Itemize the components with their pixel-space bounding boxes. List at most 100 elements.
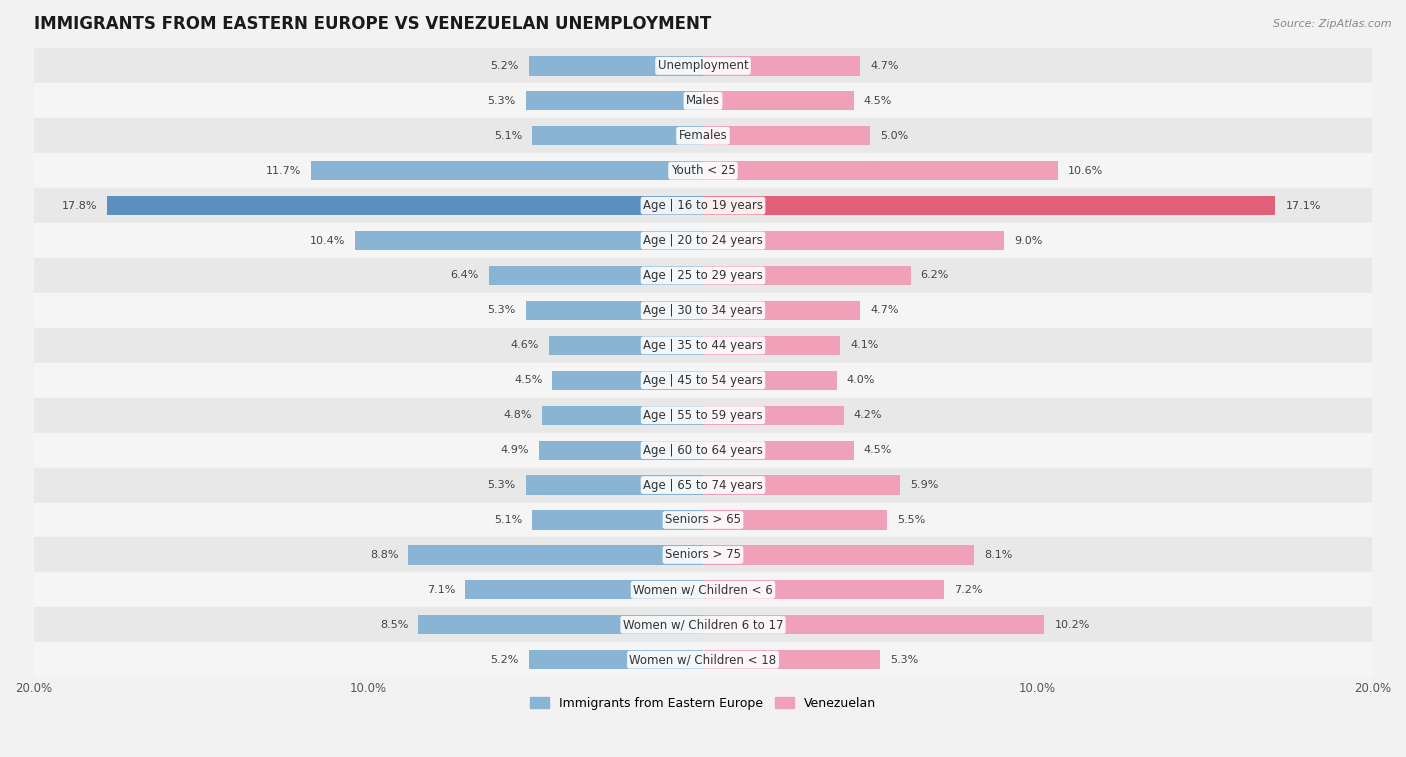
Bar [548, 336, 703, 355]
Text: 5.3%: 5.3% [488, 305, 516, 316]
Bar [703, 475, 900, 494]
Bar [526, 301, 703, 320]
Text: 5.0%: 5.0% [880, 131, 908, 141]
Text: 7.2%: 7.2% [955, 585, 983, 595]
Text: Age | 25 to 29 years: Age | 25 to 29 years [643, 269, 763, 282]
Text: 8.1%: 8.1% [984, 550, 1012, 560]
Bar [34, 397, 1372, 433]
Bar [34, 48, 1372, 83]
Bar [529, 650, 703, 669]
Bar [34, 83, 1372, 118]
Bar [34, 572, 1372, 607]
Text: 6.2%: 6.2% [921, 270, 949, 281]
Bar [419, 615, 703, 634]
Text: 5.3%: 5.3% [488, 480, 516, 490]
Bar [703, 650, 880, 669]
Text: Seniors > 75: Seniors > 75 [665, 548, 741, 562]
Bar [465, 580, 703, 600]
Bar [529, 56, 703, 76]
Bar [34, 607, 1372, 642]
Bar [533, 126, 703, 145]
Text: 4.7%: 4.7% [870, 305, 898, 316]
Text: 4.5%: 4.5% [515, 375, 543, 385]
Text: 5.5%: 5.5% [897, 515, 925, 525]
Text: Youth < 25: Youth < 25 [671, 164, 735, 177]
Bar [354, 231, 703, 250]
Text: Age | 65 to 74 years: Age | 65 to 74 years [643, 478, 763, 491]
Text: IMMIGRANTS FROM EASTERN EUROPE VS VENEZUELAN UNEMPLOYMENT: IMMIGRANTS FROM EASTERN EUROPE VS VENEZU… [34, 15, 711, 33]
Text: 4.5%: 4.5% [863, 96, 891, 106]
Text: Women w/ Children < 18: Women w/ Children < 18 [630, 653, 776, 666]
Text: 5.1%: 5.1% [494, 515, 522, 525]
Text: 5.9%: 5.9% [911, 480, 939, 490]
Text: Women w/ Children 6 to 17: Women w/ Children 6 to 17 [623, 618, 783, 631]
Text: Source: ZipAtlas.com: Source: ZipAtlas.com [1274, 19, 1392, 29]
Bar [703, 161, 1057, 180]
Bar [34, 503, 1372, 537]
Bar [34, 258, 1372, 293]
Bar [34, 223, 1372, 258]
Text: 8.5%: 8.5% [380, 620, 409, 630]
Text: Males: Males [686, 95, 720, 107]
Text: 4.1%: 4.1% [851, 341, 879, 350]
Bar [34, 363, 1372, 397]
Bar [703, 301, 860, 320]
Text: 10.2%: 10.2% [1054, 620, 1090, 630]
Bar [703, 336, 841, 355]
Text: Age | 60 to 64 years: Age | 60 to 64 years [643, 444, 763, 456]
Text: 10.6%: 10.6% [1067, 166, 1104, 176]
Text: 8.8%: 8.8% [370, 550, 398, 560]
Text: 4.9%: 4.9% [501, 445, 529, 455]
Bar [34, 642, 1372, 678]
Bar [533, 510, 703, 530]
Bar [107, 196, 703, 215]
Bar [703, 126, 870, 145]
Bar [34, 188, 1372, 223]
Bar [703, 545, 974, 565]
Text: 5.1%: 5.1% [494, 131, 522, 141]
Text: Age | 30 to 34 years: Age | 30 to 34 years [643, 304, 763, 317]
Text: 4.0%: 4.0% [846, 375, 876, 385]
Text: Seniors > 65: Seniors > 65 [665, 513, 741, 526]
Bar [34, 537, 1372, 572]
Text: 17.1%: 17.1% [1285, 201, 1320, 210]
Bar [34, 328, 1372, 363]
Bar [526, 92, 703, 111]
Bar [703, 580, 943, 600]
Text: 5.3%: 5.3% [890, 655, 918, 665]
Text: Unemployment: Unemployment [658, 59, 748, 73]
Text: Women w/ Children < 6: Women w/ Children < 6 [633, 584, 773, 597]
Bar [703, 371, 837, 390]
Bar [703, 406, 844, 425]
Text: 5.2%: 5.2% [491, 61, 519, 71]
Bar [34, 118, 1372, 153]
Text: 4.7%: 4.7% [870, 61, 898, 71]
Text: 5.2%: 5.2% [491, 655, 519, 665]
Bar [34, 153, 1372, 188]
Text: 11.7%: 11.7% [266, 166, 301, 176]
Bar [703, 615, 1045, 634]
Bar [489, 266, 703, 285]
Bar [34, 433, 1372, 468]
Text: Age | 35 to 44 years: Age | 35 to 44 years [643, 339, 763, 352]
Bar [703, 441, 853, 459]
Text: 10.4%: 10.4% [309, 235, 344, 245]
Text: 4.6%: 4.6% [510, 341, 538, 350]
Bar [538, 441, 703, 459]
Bar [703, 231, 1004, 250]
Text: 4.8%: 4.8% [503, 410, 533, 420]
Text: Age | 55 to 59 years: Age | 55 to 59 years [643, 409, 763, 422]
Bar [703, 510, 887, 530]
Text: Females: Females [679, 129, 727, 142]
Bar [526, 475, 703, 494]
Text: 9.0%: 9.0% [1014, 235, 1043, 245]
Text: Age | 45 to 54 years: Age | 45 to 54 years [643, 374, 763, 387]
Text: 5.3%: 5.3% [488, 96, 516, 106]
Bar [409, 545, 703, 565]
Text: Age | 20 to 24 years: Age | 20 to 24 years [643, 234, 763, 247]
Bar [703, 92, 853, 111]
Bar [553, 371, 703, 390]
Text: 7.1%: 7.1% [427, 585, 456, 595]
Bar [703, 56, 860, 76]
Bar [543, 406, 703, 425]
